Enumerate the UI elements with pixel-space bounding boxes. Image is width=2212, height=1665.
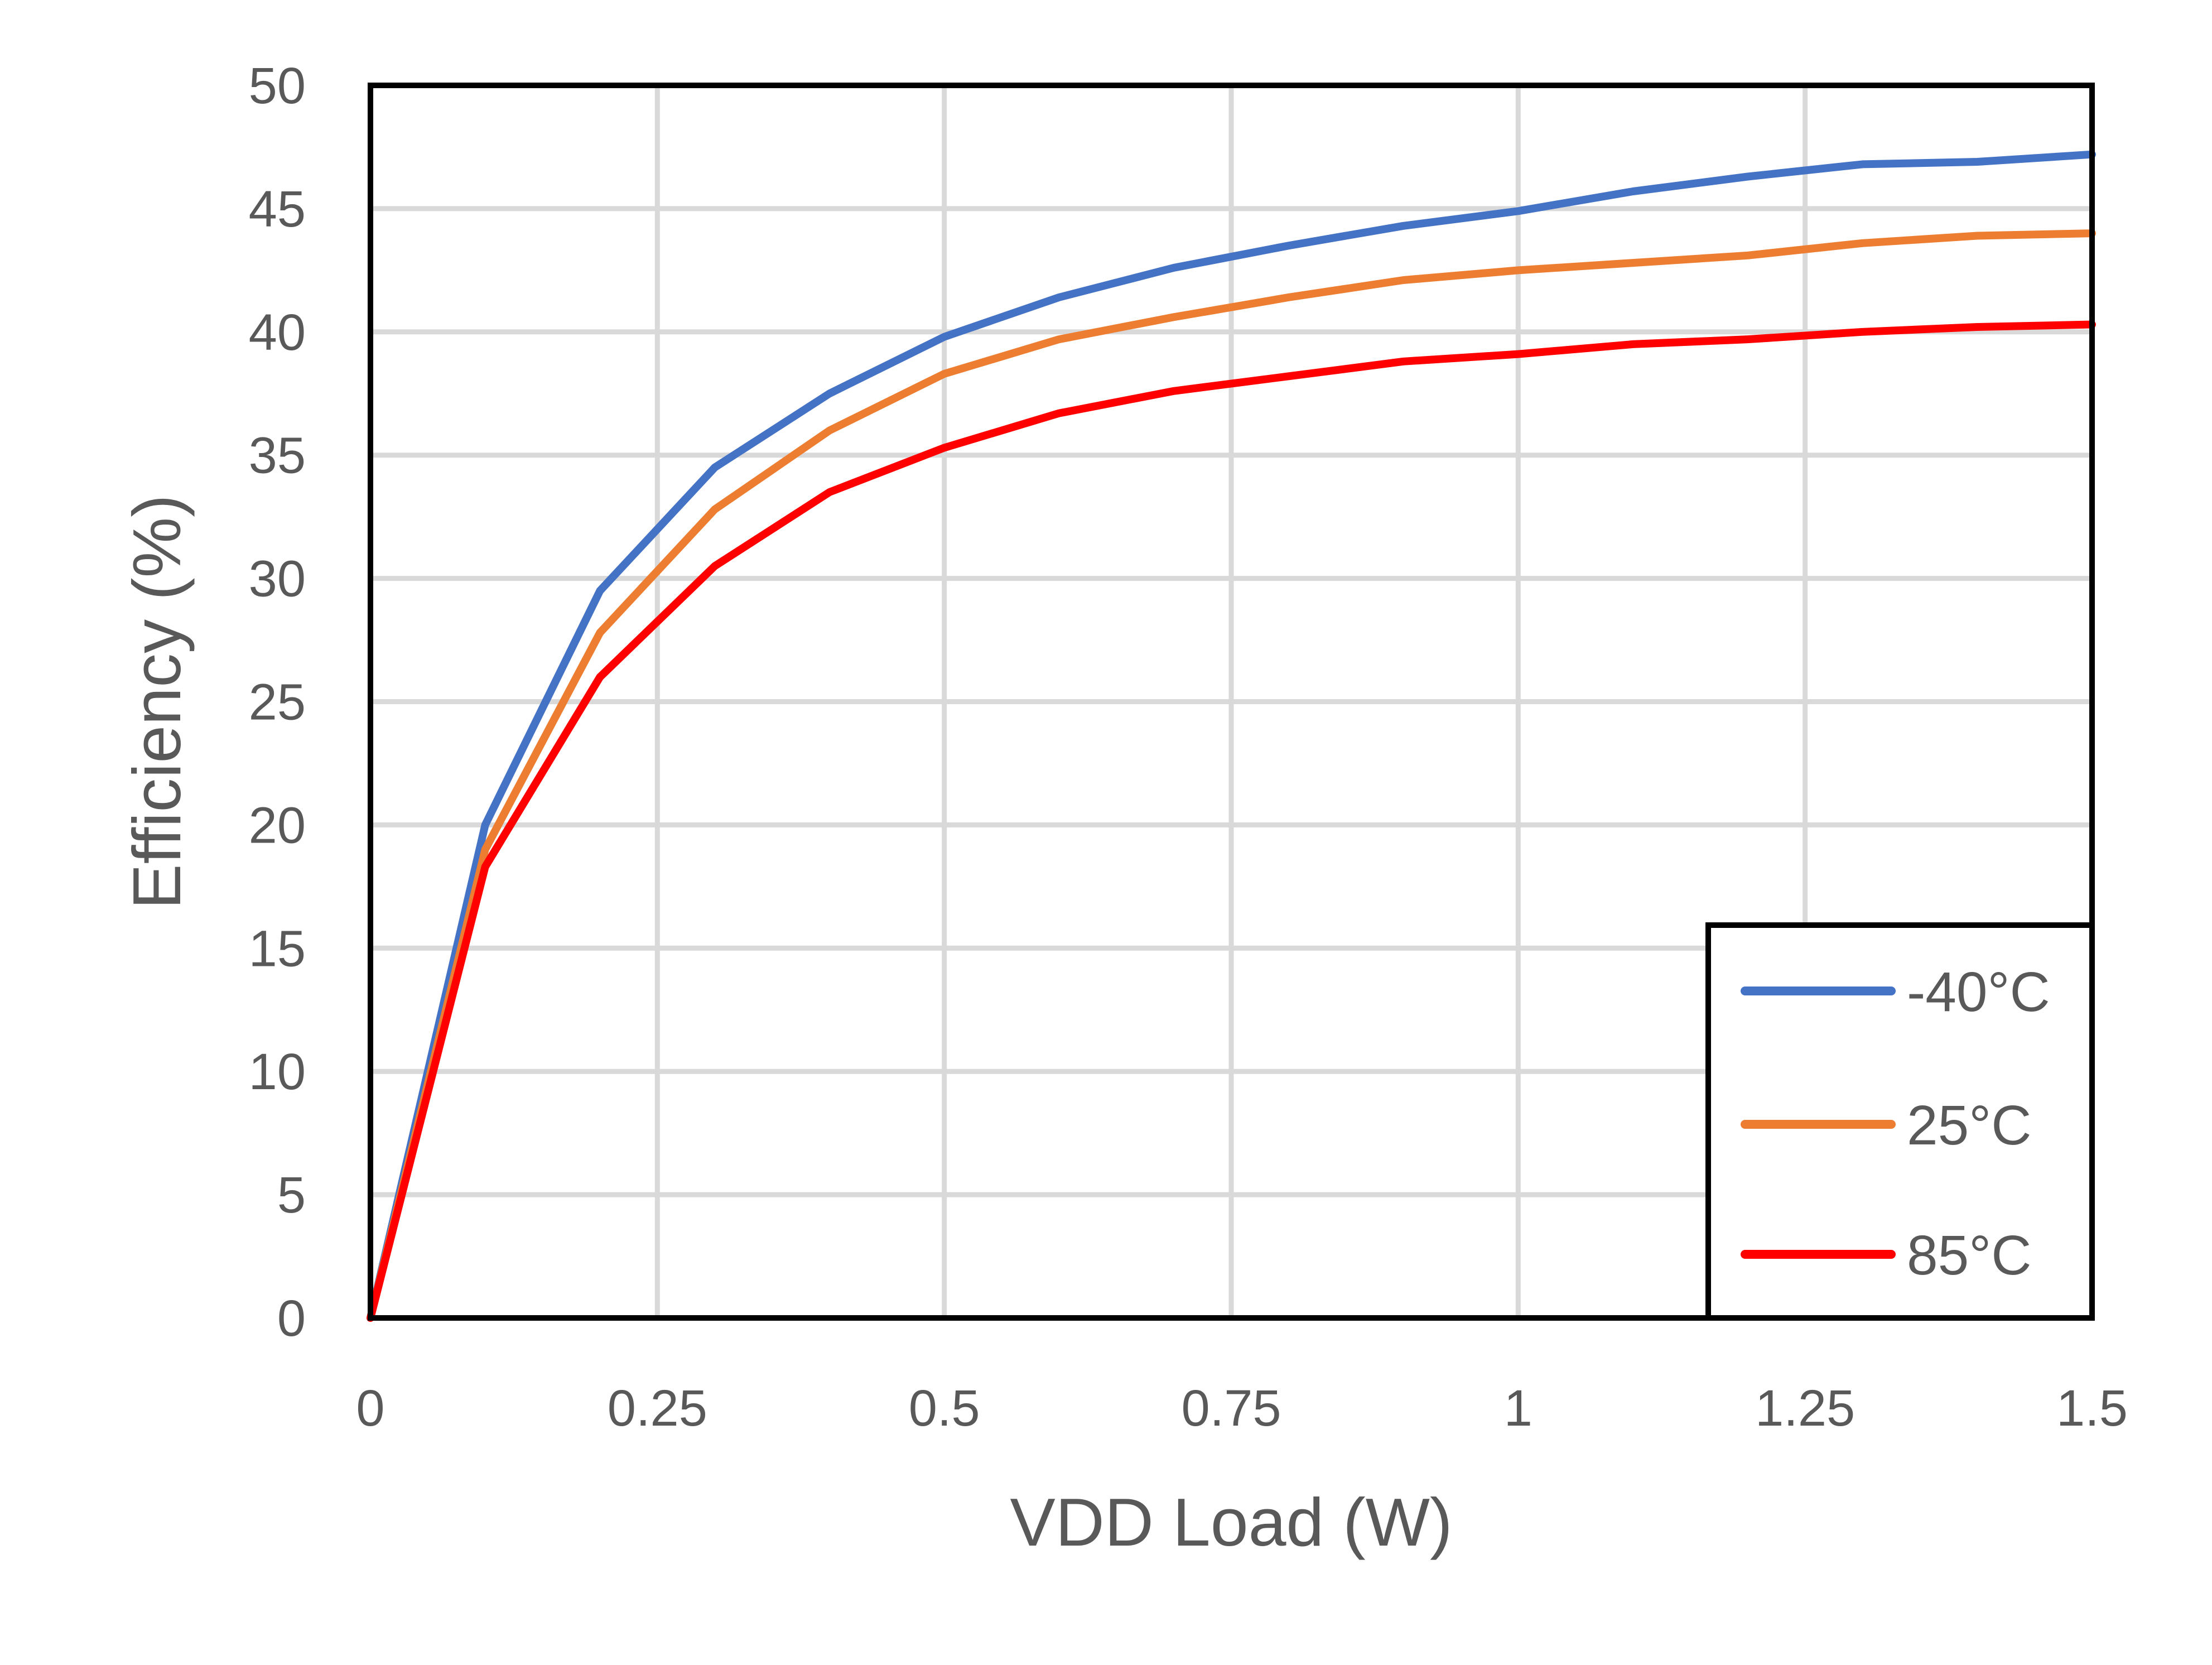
- y-tick-label: 20: [249, 797, 306, 854]
- y-tick-label: 40: [249, 304, 306, 361]
- x-tick-label: 0.75: [1181, 1380, 1281, 1437]
- y-axis-title: Efficiency (%): [119, 494, 195, 910]
- series-line-3: [367, 320, 2096, 1322]
- series-line-2: [367, 229, 2096, 1322]
- y-tick-label: 50: [249, 57, 306, 114]
- y-axis-tick-labels: 0 5 10 15 20 25 30 35 40 45 50: [249, 57, 306, 1347]
- series-line-1: [367, 150, 2096, 1322]
- x-tick-label: 0.5: [909, 1380, 980, 1437]
- legend-label: 25°C: [1907, 1094, 2031, 1157]
- y-tick-label: 5: [277, 1167, 306, 1224]
- x-axis-tick-labels: 0 0.25 0.5 0.75 1 1.25 1.5: [356, 1380, 2128, 1437]
- x-tick-label: 1: [1504, 1380, 1533, 1437]
- legend: -40°C 25°C 85°C: [1705, 922, 2095, 1321]
- x-tick-label: 1.5: [2056, 1380, 2128, 1437]
- y-tick-label: 35: [249, 427, 306, 484]
- legend-label: -40°C: [1907, 961, 2050, 1023]
- y-tick-label: 10: [249, 1043, 306, 1100]
- plot-area-frame: [368, 83, 2095, 1321]
- x-tick-label: 0.25: [608, 1380, 707, 1437]
- x-tick-label: 0: [356, 1380, 384, 1437]
- legend-label: 85°C: [1907, 1224, 2031, 1287]
- y-tick-label: 30: [249, 551, 306, 608]
- x-tick-label: 1.25: [1755, 1380, 1855, 1437]
- series-lines: [367, 150, 2096, 1322]
- y-tick-label: 0: [277, 1290, 306, 1347]
- y-tick-label: 25: [249, 674, 306, 731]
- y-tick-label: 45: [249, 181, 306, 238]
- y-tick-label: 15: [249, 920, 306, 977]
- x-axis-title: VDD Load (W): [1010, 1484, 1452, 1560]
